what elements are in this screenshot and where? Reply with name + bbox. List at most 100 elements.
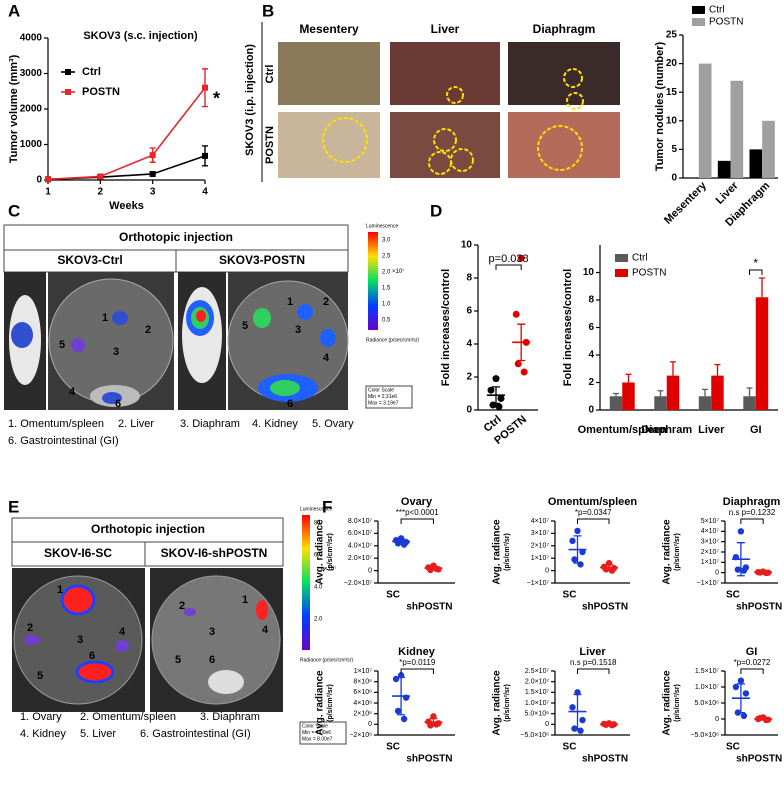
bar — [730, 80, 744, 178]
legend-item: 4. Kidney — [20, 728, 66, 740]
scale-unit: Radiance (p/sec/cm²/sr) — [366, 337, 419, 343]
legend-label: Ctrl — [709, 5, 725, 16]
column-label: Liver — [431, 22, 460, 36]
organ-number: 2 — [27, 622, 33, 634]
annotation: p=0.038 — [489, 253, 529, 265]
x-tick-label: 4 — [202, 187, 208, 198]
bracket — [577, 518, 610, 524]
error-bar — [429, 565, 438, 571]
tumor-circle — [537, 125, 583, 171]
point — [512, 310, 520, 318]
tumor-circle — [450, 148, 474, 172]
tumor-circle — [563, 68, 583, 88]
point — [732, 683, 740, 691]
organ-number: 5 — [242, 320, 248, 332]
point — [569, 704, 576, 711]
scale-title: Luminescence — [366, 223, 398, 229]
point — [492, 375, 500, 383]
organ-number: 3 — [295, 324, 301, 336]
photo — [508, 112, 620, 178]
bar — [743, 396, 756, 410]
y-tick-label: 2×10⁷ — [701, 549, 720, 556]
panel-label: F — [322, 497, 332, 516]
x-tick-label: SC — [563, 590, 577, 601]
row-group-label: SKOV3 (i.p. injection) — [244, 44, 256, 156]
y-tick-label: 0 — [368, 721, 372, 728]
y-tick-label: 5×10⁷ — [701, 518, 720, 525]
y-tick-label: 1×10⁷ — [531, 555, 550, 562]
organ-number: 3 — [113, 346, 119, 358]
scale-tick: 6.0 — [314, 553, 323, 559]
y-tick-label: −5.0×10⁶ — [690, 732, 719, 739]
y-tick-label: 0 — [715, 716, 719, 723]
organ-number: 1 — [57, 584, 63, 596]
point — [400, 715, 408, 723]
y-tick-label: 3000 — [20, 68, 43, 79]
error-bar — [573, 535, 582, 564]
y-tick-label: 1000 — [20, 139, 43, 150]
row-label: POSTN — [264, 126, 276, 164]
legend-item: 4. Kidney — [252, 418, 298, 430]
bar — [698, 63, 712, 178]
error-bar — [517, 323, 526, 362]
point — [517, 254, 525, 262]
error-bar — [605, 563, 613, 572]
organ-number: 6 — [287, 398, 293, 410]
y-tick-label: 0 — [545, 567, 549, 574]
marker — [97, 173, 104, 180]
x-tick-label: shPOSTN — [736, 754, 782, 765]
legend-item: 5. Ovary — [312, 418, 354, 430]
y-tick-label: 1×10⁷ — [354, 668, 373, 675]
x-tick-label: shPOSTN — [736, 602, 782, 613]
scale-tick: 4.0 — [314, 585, 323, 591]
y-tick-label: −1×10⁷ — [697, 580, 720, 587]
chart-title: Diaphragm — [723, 496, 781, 508]
y-tick-label: 1.0×10⁷ — [525, 700, 550, 707]
scale-tick: 8.0 — [314, 521, 323, 527]
y-axis-label: (p/s/cm²/sr) — [674, 533, 681, 571]
tumor-circle — [446, 86, 464, 104]
marker — [202, 152, 208, 159]
x-tick-label: shPOSTN — [406, 602, 452, 613]
signal — [297, 304, 313, 320]
legend-label: Ctrl — [632, 253, 648, 264]
legend-label: POSTN — [632, 268, 666, 279]
y-tick-label: 10 — [666, 115, 678, 126]
error-bar — [759, 571, 768, 574]
scale-box-text: Max = 3.19e7 — [368, 400, 399, 406]
error-bar — [397, 676, 406, 716]
y-tick-label: 2 — [466, 372, 472, 383]
error-bar — [736, 542, 745, 577]
error-bar — [613, 392, 620, 397]
point — [394, 707, 402, 715]
chart-title: GI — [746, 646, 758, 658]
y-axis-label: (p/s/cm²/sr) — [327, 533, 334, 571]
group-label: SKOV-I6-shPOSTN — [161, 546, 268, 560]
signal — [320, 329, 336, 347]
bracket — [740, 518, 764, 524]
bar — [749, 149, 763, 178]
y-tick-label: 6 — [588, 322, 594, 333]
y-axis-label: Tumor volume (mm³) — [8, 54, 20, 163]
photo — [390, 42, 500, 105]
error-bar — [573, 693, 582, 730]
bar — [654, 396, 667, 410]
error-bar — [746, 387, 753, 397]
y-tick-label: 4 — [466, 339, 472, 350]
y-tick-label: 0 — [466, 405, 472, 416]
scale-unit: Radiance (p/sec/cm²/sr) — [300, 657, 353, 663]
annotation: * — [213, 88, 220, 108]
x-tick-label: Liver — [698, 424, 725, 436]
bar — [717, 160, 731, 178]
y-tick-label: 3×10⁷ — [531, 530, 550, 537]
organ-number: 2 — [323, 296, 329, 308]
panel-label: D — [430, 201, 442, 220]
legend-marker — [65, 69, 71, 75]
organ — [208, 670, 244, 694]
y-tick-label: 4000 — [20, 33, 43, 44]
y-tick-label: −5.0×10⁶ — [520, 732, 549, 739]
x-tick-label: 1 — [45, 187, 51, 198]
y-tick-label: 5.0×10⁶ — [695, 700, 720, 707]
y-tick-label: 6.0×10⁷ — [348, 530, 373, 537]
